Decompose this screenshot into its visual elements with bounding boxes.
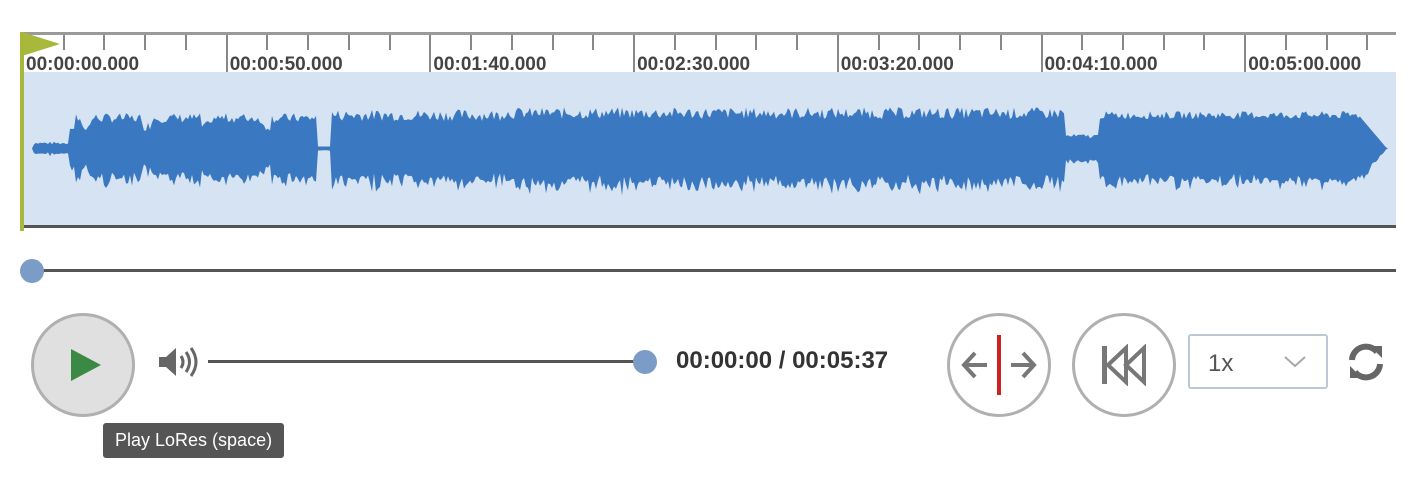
ruler-tick: [1284, 35, 1287, 50]
seek-slider-knob[interactable]: [20, 259, 44, 283]
ruler-tick: [633, 35, 636, 73]
ruler-tick: [877, 35, 880, 50]
ruler-tick: [1366, 35, 1369, 50]
ruler-tick: [999, 35, 1002, 50]
ruler-tick: [836, 35, 839, 73]
speed-value: 1x: [1208, 350, 1234, 377]
ruler-label: 00:01:40.000: [433, 54, 547, 75]
time-display: 00:00:00 / 00:05:37: [676, 347, 889, 374]
play-tooltip: Play LoRes (space): [103, 423, 285, 458]
ruler-tick: [429, 35, 432, 73]
ruler-tick: [592, 35, 595, 50]
volume-icon[interactable]: [157, 346, 199, 378]
playhead-flag-icon[interactable]: [22, 32, 60, 56]
ruler-label: 00:00:00.000: [26, 54, 140, 75]
ruler-tick: [225, 35, 228, 73]
volume-slider-knob[interactable]: [633, 350, 657, 374]
ruler-tick: [796, 35, 799, 50]
ruler-tick: [551, 35, 554, 50]
ruler-tick: [755, 35, 758, 50]
ruler-tick: [103, 35, 106, 50]
ruler-label: 00:04:10.000: [1044, 54, 1158, 75]
ruler-tick: [184, 35, 187, 50]
ruler-tick: [918, 35, 921, 50]
split-button[interactable]: [947, 313, 1051, 417]
ruler-tick: [388, 35, 391, 50]
rewind-button[interactable]: [1072, 313, 1176, 417]
ruler-tick: [510, 35, 513, 50]
ruler-tick: [1121, 35, 1124, 50]
play-icon: [71, 349, 101, 381]
ruler-tick: [1040, 35, 1043, 73]
waveform-shape: [22, 107, 1396, 196]
refresh-icon[interactable]: [1346, 342, 1386, 382]
timeline-ruler[interactable]: 00:00:00.000 00:00:50.000 00:01:40.000 00:0…: [22, 32, 1396, 75]
waveform[interactable]: [22, 72, 1396, 228]
ruler-tick: [470, 35, 473, 50]
ruler-tick: [959, 35, 962, 50]
ruler-tick: [266, 35, 269, 50]
ruler-label: 00:02:30.000: [637, 54, 751, 75]
ruler-tick: [62, 35, 65, 50]
seek-slider[interactable]: [22, 269, 1396, 272]
speed-select[interactable]: 1x: [1188, 334, 1328, 389]
ruler-tick: [714, 35, 717, 50]
ruler-tick: [1203, 35, 1206, 50]
ruler-tick: [1244, 35, 1247, 73]
volume-slider[interactable]: [208, 360, 645, 363]
ruler-tick: [144, 35, 147, 50]
ruler-tick: [307, 35, 310, 50]
split-arrows-icon: [961, 335, 1037, 395]
rewind-to-start-icon: [1102, 344, 1146, 386]
playhead-cursor[interactable]: [20, 32, 24, 231]
chevron-down-icon: [1284, 356, 1306, 368]
ruler-label: 00:05:00.000: [1248, 54, 1362, 75]
ruler-tick: [1081, 35, 1084, 50]
ruler-tick: [347, 35, 350, 50]
ruler-tick: [1162, 35, 1165, 50]
ruler-label: 00:03:20.000: [840, 54, 954, 75]
ruler-tick: [673, 35, 676, 50]
play-button[interactable]: [31, 313, 135, 417]
ruler-label: 00:00:50.000: [229, 54, 343, 75]
ruler-tick: [1325, 35, 1328, 50]
